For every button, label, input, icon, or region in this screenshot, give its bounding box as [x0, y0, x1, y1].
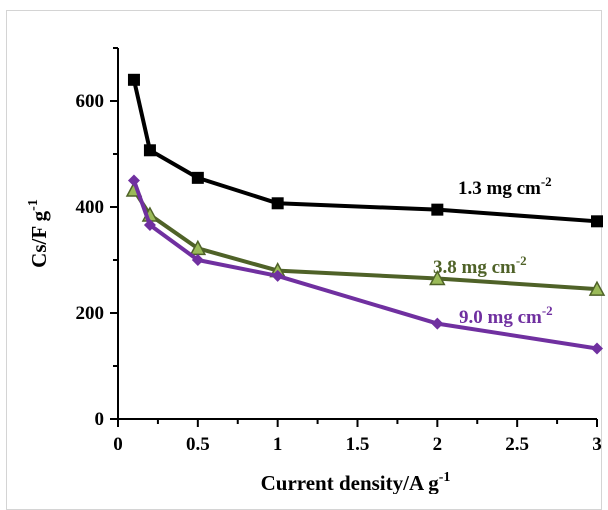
data-point-diamond — [431, 317, 444, 330]
data-point-square — [431, 203, 444, 216]
y-tick-label: 200 — [76, 303, 105, 324]
y-axis-title-text: Cs/F g — [27, 210, 51, 267]
x-axis-title: Current density/A g-1 — [261, 470, 451, 494]
series-label-superscript: -2 — [541, 174, 552, 189]
series-line-1 — [132, 79, 598, 224]
series-3 — [127, 174, 603, 355]
series-line-2 — [132, 188, 598, 292]
series-label-superscript: -2 — [542, 303, 553, 318]
series-label-3: 9.0 mg cm-2 — [459, 303, 553, 328]
y-axis-title: Cs/F g-1 — [26, 199, 51, 268]
data-point-triangle — [429, 269, 446, 286]
x-tick-label: 0 — [113, 434, 123, 455]
series-label-superscript: -2 — [516, 253, 527, 268]
x-tick-label: 2.5 — [505, 434, 529, 455]
data-point-square — [191, 171, 204, 184]
y-axis-title-superscript: -1 — [26, 199, 41, 211]
chart-labels: Current density/A g-1Cs/F g-11.3 mg cm-2… — [26, 174, 553, 494]
x-tick-label: 3 — [592, 434, 602, 455]
data-point-diamond — [127, 174, 140, 187]
series-1 — [127, 73, 603, 228]
x-tick-label: 1 — [273, 434, 283, 455]
data-point-square — [143, 144, 156, 157]
capacitance-line-chart: 0 200 400 600 0 0.5 1 1.5 2 2.5 3 Current density/… — [26, 47, 606, 494]
x-axis-title-superscript: -1 — [439, 470, 451, 485]
data-point-diamond — [143, 219, 156, 232]
x-axis-title-text: Current density/A g — [261, 471, 440, 494]
data-point-square — [591, 215, 603, 228]
data-point-diamond — [191, 254, 204, 266]
series-label-1: 1.3 mg cm-2 — [458, 174, 552, 199]
data-point-square — [127, 73, 140, 86]
series-label-text: 1.3 mg cm — [458, 178, 541, 199]
data-point-diamond — [271, 269, 284, 282]
x-tick-label: 0.5 — [186, 434, 210, 455]
data-point-triangle — [588, 280, 606, 296]
data-point-diamond — [591, 342, 603, 355]
x-tick-label: 2 — [433, 434, 443, 455]
series-label-text: 3.8 mg cm — [433, 257, 516, 278]
series-label-2: 3.8 mg cm-2 — [433, 253, 527, 278]
x-tick-label: 1.5 — [346, 434, 370, 455]
y-tick-label: 600 — [76, 91, 105, 112]
y-tick-label: 0 — [95, 409, 105, 430]
data-point-square — [271, 197, 284, 210]
series-line-3 — [132, 179, 598, 351]
series-label-text: 9.0 mg cm — [459, 307, 542, 328]
series-2 — [125, 181, 606, 296]
chart-axes: 0 200 400 600 0 0.5 1 1.5 2 2.5 3 — [76, 47, 602, 455]
y-tick-label: 400 — [76, 197, 105, 218]
chart-series — [125, 73, 606, 355]
